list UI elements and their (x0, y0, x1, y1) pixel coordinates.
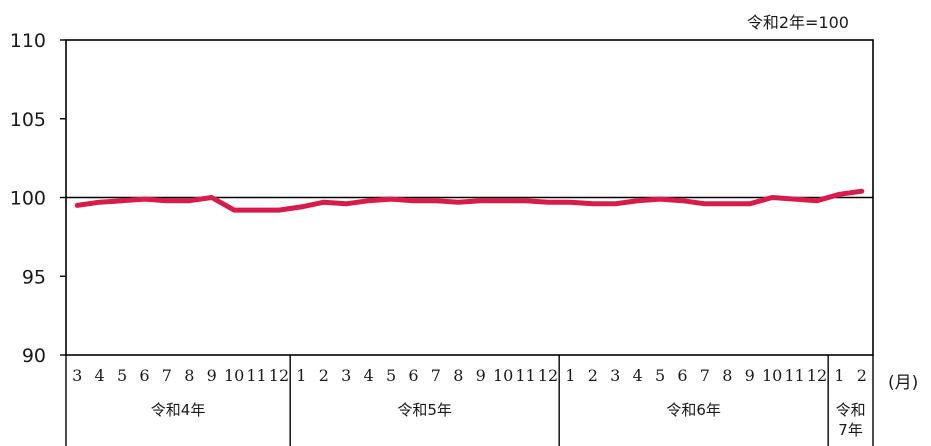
month-label: 6 (139, 366, 149, 385)
month-label: 12 (269, 366, 289, 385)
plot-area (65, 39, 874, 356)
month-label: 5 (117, 366, 127, 385)
month-label: 3 (72, 366, 82, 385)
month-label: 5 (655, 366, 665, 385)
month-label: 7 (162, 366, 172, 385)
month-label: 7 (431, 366, 441, 385)
month-label: 11 (515, 366, 535, 385)
era-label: 令和4年 (151, 401, 206, 419)
month-label: 12 (538, 366, 558, 385)
month-label: 1 (565, 366, 575, 385)
month-label: 11 (784, 366, 804, 385)
month-label: 4 (95, 366, 105, 385)
month-label: 4 (364, 366, 374, 385)
era-label: 令和5年 (397, 401, 452, 419)
month-label: 9 (476, 366, 486, 385)
x-axis-unit: (月) (888, 373, 918, 393)
month-label: 3 (341, 366, 351, 385)
month-label: 9 (745, 366, 755, 385)
era-label: 令和 (836, 401, 866, 419)
series-line (74, 188, 865, 213)
y-tick-label: 105 (10, 109, 46, 131)
y-tick-label: 100 (10, 188, 46, 210)
y-tick-label: 95 (22, 266, 46, 288)
month-label: 6 (677, 366, 687, 385)
y-tick-label: 110 (10, 30, 46, 52)
era-label: 7年 (838, 421, 863, 439)
month-label: 10 (762, 366, 782, 385)
month-label: 7 (700, 366, 710, 385)
month-label: 10 (224, 366, 244, 385)
month-label: 10 (493, 366, 513, 385)
month-label: 2 (857, 366, 867, 385)
y-tick-label: 90 (22, 345, 46, 367)
month-label: 1 (296, 366, 306, 385)
month-label: 8 (453, 366, 463, 385)
y-axis-ticks: 90 95 100 105 110 (10, 30, 66, 367)
month-label: 8 (184, 366, 194, 385)
base-year-note: 令和2年=100 (747, 13, 849, 32)
month-label: 12 (807, 366, 827, 385)
month-label: 8 (722, 366, 732, 385)
month-label: 3 (610, 366, 620, 385)
month-label: 2 (319, 366, 329, 385)
month-label: 2 (588, 366, 598, 385)
x-axis-table: 3 4 5 6 7 8 9 10 11 12 1 2 3 4 5 6 7 8 9 10 11 12 1 2 3 4 5 6 7 8 9 10 1… (65, 355, 874, 446)
month-label: 4 (633, 366, 643, 385)
era-label: 令和6年 (666, 401, 721, 419)
month-label: 11 (246, 366, 266, 385)
month-label: 6 (408, 366, 418, 385)
month-label: 1 (834, 366, 844, 385)
month-label: 5 (386, 366, 396, 385)
month-label: 9 (207, 366, 217, 385)
